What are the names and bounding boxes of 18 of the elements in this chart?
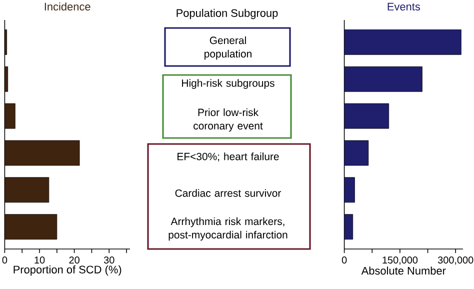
text: High-risk subgroups (182, 79, 274, 89)
text: Population Subgroup (176, 8, 278, 20)
x-tick-label: 300,000 (438, 256, 474, 265)
text: Cardiac arrest survivor (175, 189, 281, 197)
x-tick-label: 150,000 (382, 256, 418, 265)
text: General population (204, 36, 252, 60)
x-tick-label: 0 (342, 256, 347, 264)
x-axis-title: Proportion of SCD (%) (14, 265, 122, 276)
x-tick-label: 30 (104, 256, 114, 264)
x-tick-label: 10 (34, 256, 45, 264)
chart-title: Events (388, 2, 420, 11)
x-tick-label: 0 (2, 256, 8, 264)
text: Prior low-risk coronary event (194, 108, 263, 132)
chart-title: Incidence (44, 2, 90, 11)
x-axis-title: Absolute Number (361, 266, 446, 275)
x-tick-label: 20 (69, 256, 80, 264)
text: Arrhythmia risk markers, post-myocardial infarction (168, 217, 288, 241)
text: EF<30%; heart failure (178, 152, 279, 162)
